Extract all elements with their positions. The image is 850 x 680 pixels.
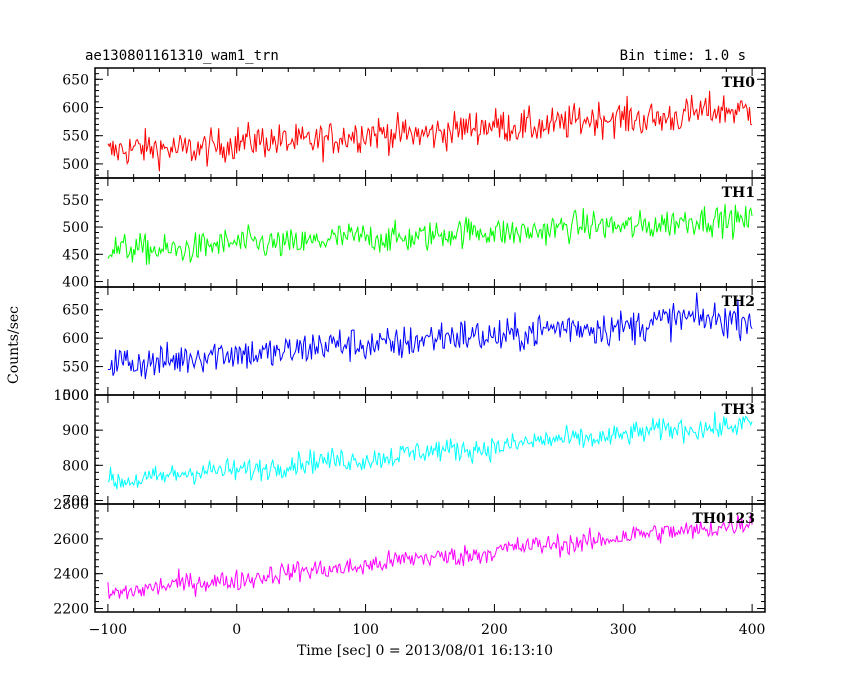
panel-th0123: 2200 2400 2600 2800 TH0123	[53, 497, 766, 618]
panel-th3: 700 800 900 1000 TH3	[53, 388, 766, 509]
y-tick-label: 700	[62, 493, 89, 509]
panel-label-th0123: TH0123	[692, 511, 755, 527]
panel-th0: 500 550 600 650 TH0	[62, 67, 766, 179]
x-tick-label: 100	[352, 622, 379, 638]
panel-frame	[94, 286, 766, 396]
series-line-th3	[107, 411, 753, 490]
panel-th2: 500 550 600 650 TH2	[62, 286, 766, 404]
x-tick-label: 300	[610, 622, 637, 638]
y-axis-label: Counts/sec	[6, 306, 22, 384]
y-tick-label: 400	[62, 275, 89, 291]
series-line-th0	[107, 90, 753, 172]
y-tick-label: 550	[62, 129, 89, 145]
series-line-th1	[107, 204, 753, 265]
series-line-th2	[107, 292, 753, 380]
y-tick-label: 550	[62, 360, 89, 376]
x-tick-label: 200	[481, 622, 508, 638]
panel-frame	[94, 503, 766, 613]
y-tick-label: 2600	[53, 532, 89, 548]
series-line-th0123	[107, 514, 753, 600]
panel-label-th1: TH1	[722, 185, 755, 201]
y-tick-label: 2800	[53, 497, 89, 513]
bin-time-label: Bin time: 1.0 s	[620, 48, 746, 64]
y-tick-label: 500	[62, 220, 89, 236]
y-tick-label: 650	[62, 72, 89, 88]
y-tick-label: 1000	[53, 388, 89, 404]
x-axis: −100 0 100 200 300 400	[89, 622, 766, 638]
y-tick-label: 500	[62, 157, 89, 173]
panel-frame	[94, 394, 766, 505]
panel-label-th0: TH0	[722, 75, 756, 91]
y-tick-label: 450	[62, 247, 89, 263]
y-tick-label: 550	[62, 193, 89, 209]
y-tick-label: 600	[62, 331, 89, 347]
chart-title: ae130801161310_wam1_trn	[85, 48, 279, 64]
y-tick-label: 600	[62, 100, 89, 116]
y-tick-label: 2400	[53, 567, 89, 583]
y-tick-label: 800	[62, 458, 89, 474]
y-tick-label: 2200	[53, 602, 89, 618]
y-tick-label: 500	[62, 388, 89, 404]
panel-label-th3: TH3	[722, 402, 755, 418]
panel-label-th2: TH2	[722, 294, 755, 310]
x-tick-label: 0	[232, 622, 241, 638]
panel-th1: 400 450 500 550 TH1	[62, 177, 766, 291]
y-tick-label: 650	[62, 303, 89, 319]
chart-panels: 500 550 600 650 TH0 400 450 500 550 TH1 500 550 600 6…	[53, 67, 766, 618]
x-axis-label: Time [sec] 0 = 2013/08/01 16:13:10	[297, 643, 553, 659]
x-tick-label: −100	[89, 622, 127, 638]
x-tick-label: 400	[739, 622, 766, 638]
y-tick-label: 900	[62, 423, 89, 439]
panel-frame	[94, 67, 766, 179]
